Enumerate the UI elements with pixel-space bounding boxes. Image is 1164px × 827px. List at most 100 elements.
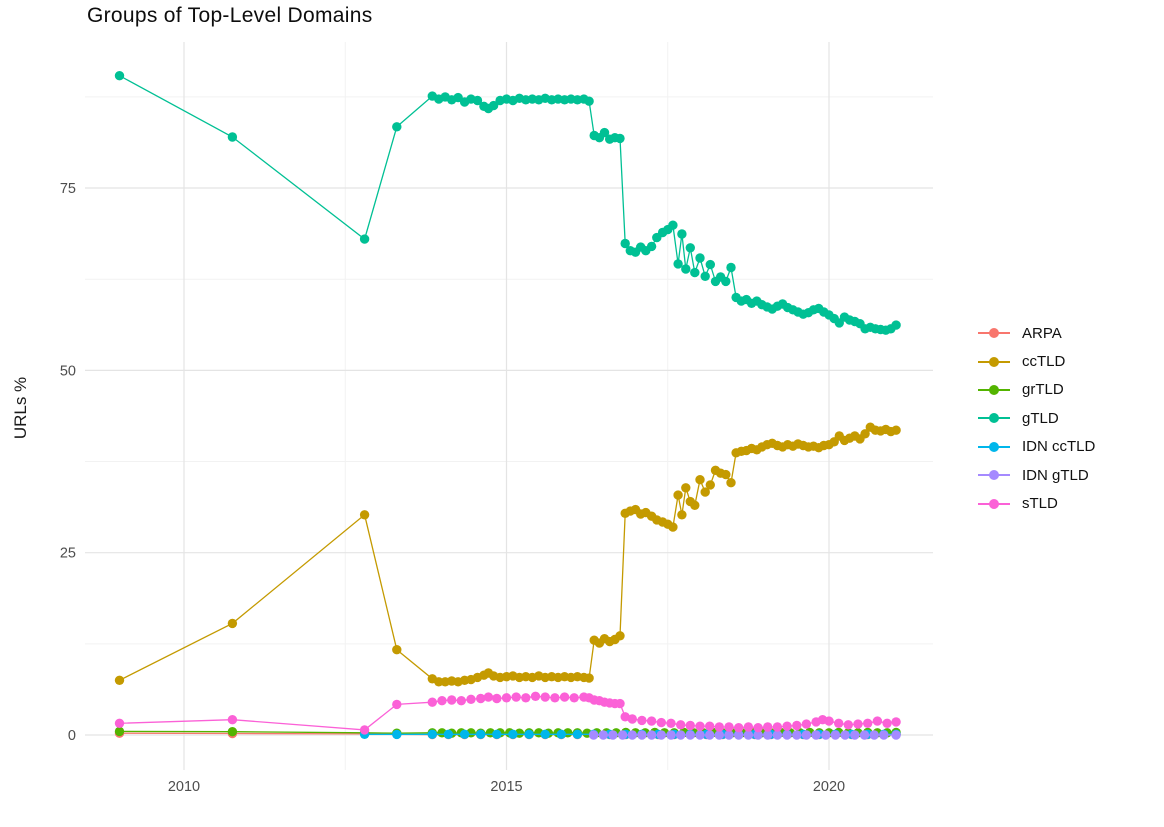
data-point-gtld (584, 96, 594, 106)
data-point-stld (569, 693, 579, 703)
legend-key-icon (978, 498, 1010, 509)
data-point-cctld (705, 480, 715, 490)
legend-key-icon (978, 384, 1010, 395)
data-point-stld (466, 694, 476, 704)
data-point-gtld (668, 220, 678, 230)
data-point-stld (872, 716, 883, 726)
data-point-cctld (359, 510, 370, 520)
data-point-cctld (227, 618, 238, 629)
legend-item-grtld: grTLD (976, 376, 1095, 404)
data-point-cctld (677, 510, 687, 520)
data-point-stld (476, 693, 486, 704)
data-point-stld (437, 696, 447, 706)
data-point-stld (763, 722, 773, 732)
data-point-idn-gtld (637, 730, 647, 740)
data-point-stld (615, 698, 625, 709)
data-point-idn-gtld (724, 730, 734, 740)
legend-label: ARPA (1022, 324, 1062, 342)
x-tick-label: 2020 (813, 779, 845, 795)
legend-item-stld: sTLD (976, 489, 1095, 517)
data-point-idn-gtld (627, 730, 637, 740)
data-point-idn-gtld (608, 730, 618, 740)
data-point-idn-gtld (830, 730, 841, 740)
data-point-gtld (472, 95, 483, 106)
legend-item-idn-gtld: IDN gTLD (976, 461, 1095, 489)
data-point-stld (666, 718, 676, 728)
data-point-stld (620, 712, 630, 722)
legend-label: ccTLD (1022, 353, 1066, 371)
data-point-gtld (695, 253, 705, 263)
data-point-cctld (114, 675, 125, 685)
data-point-idn-gtld (801, 730, 812, 740)
data-point-stld (824, 716, 834, 726)
y-tick-label: 50 (60, 363, 76, 379)
data-point-stld (447, 695, 457, 705)
data-point-idn-gtld (850, 730, 860, 740)
data-point-stld (753, 723, 763, 733)
data-point-gtld (615, 133, 625, 144)
data-point-stld (359, 725, 370, 735)
data-point-gtld (685, 243, 695, 253)
y-tick-label: 75 (60, 181, 76, 197)
data-point-idn-gtld (685, 730, 695, 740)
data-point-gtld (673, 259, 683, 269)
data-point-cctld (584, 673, 594, 683)
data-point-idn-gtld (891, 730, 901, 740)
data-point-stld (782, 721, 792, 731)
data-point-cctld (860, 429, 870, 439)
data-point-idn-gtld (859, 730, 870, 740)
data-point-stld (714, 722, 724, 732)
x-tick-label: 2010 (168, 779, 200, 795)
data-point-gtld (392, 122, 402, 132)
data-point-idn-cctld (556, 729, 566, 739)
legend-key-icon (978, 356, 1010, 367)
data-point-stld (801, 719, 812, 729)
legend-label: gTLD (1022, 409, 1059, 427)
data-point-gtld (705, 259, 715, 270)
data-point-cctld (690, 500, 700, 510)
data-point-idn-gtld (676, 730, 686, 740)
data-point-stld (695, 721, 705, 731)
legend-item-cctld: ccTLD (976, 347, 1095, 375)
x-tick-label: 2015 (490, 779, 522, 795)
legend-label: grTLD (1022, 381, 1064, 399)
data-point-gtld (681, 264, 691, 274)
data-point-idn-gtld (879, 730, 889, 740)
data-point-idn-gtld (869, 730, 879, 740)
data-point-gtld (690, 267, 700, 278)
data-point-idn-gtld (666, 730, 676, 740)
data-point-stld (530, 691, 541, 701)
data-point-stld (772, 722, 783, 732)
data-point-grtld (114, 726, 125, 737)
data-point-idn-gtld (617, 730, 628, 740)
data-point-idn-gtld (714, 730, 724, 740)
data-point-cctld (615, 631, 625, 641)
legend-item-idn-cctld: IDN ccTLD (976, 433, 1095, 461)
data-point-stld (734, 723, 744, 733)
data-point-stld (705, 721, 715, 731)
data-point-stld (492, 693, 502, 704)
data-point-stld (427, 697, 437, 707)
data-point-idn-cctld (476, 729, 486, 739)
data-point-cctld (392, 645, 402, 655)
data-point-stld (843, 720, 853, 730)
data-point-idn-gtld (772, 730, 783, 740)
data-point-gtld (227, 132, 238, 142)
data-point-stld (550, 693, 560, 703)
data-point-cctld (721, 469, 731, 480)
data-point-idn-gtld (763, 730, 773, 740)
data-point-idn-gtld (598, 730, 608, 740)
legend-key-icon (978, 413, 1010, 424)
data-point-idn-gtld (743, 730, 754, 740)
legend-key-icon (978, 470, 1010, 481)
data-point-stld (521, 693, 531, 703)
legend-label: IDN gTLD (1022, 466, 1089, 484)
data-point-idn-cctld (392, 729, 402, 740)
data-point-stld (724, 722, 734, 732)
data-point-stld (792, 720, 802, 731)
data-point-idn-gtld (705, 730, 715, 740)
data-point-idn-gtld (646, 730, 657, 740)
legend-key-icon (978, 328, 1010, 339)
data-point-gtld (114, 71, 125, 81)
data-point-gtld (726, 262, 736, 273)
